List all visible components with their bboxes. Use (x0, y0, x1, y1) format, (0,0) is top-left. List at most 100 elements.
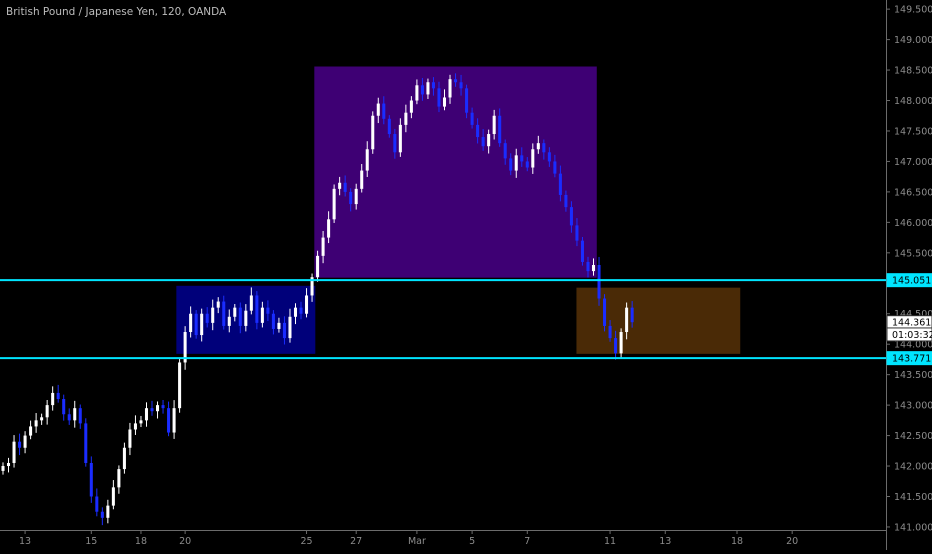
candle-body (531, 149, 535, 168)
candle-body (332, 188, 336, 220)
candle-body (167, 408, 171, 433)
price-tick-label: 149.500 (894, 5, 932, 16)
countdown-tag (886, 327, 932, 342)
candle-body (29, 426, 33, 436)
candle-body (354, 188, 358, 205)
candle-body (299, 307, 303, 314)
candle-body (415, 85, 419, 101)
candle-body (84, 423, 88, 463)
candle-body (448, 79, 452, 98)
candle-body (305, 295, 309, 314)
time-tick-label: 25 (300, 536, 312, 547)
candle-body (459, 82, 463, 89)
candle-body (89, 462, 93, 497)
price-tick-label: 147.000 (894, 157, 932, 168)
candle-body (178, 362, 182, 409)
candle-body (18, 441, 22, 448)
candle-body (200, 313, 204, 336)
candle-body (360, 170, 364, 189)
candle-body (205, 313, 209, 323)
candle-body (51, 392, 55, 406)
candle-body (536, 143, 540, 150)
candle-body (111, 487, 115, 506)
candle-body (56, 392, 60, 400)
candle-body (603, 298, 607, 326)
candle-body (431, 82, 435, 89)
candle-body (343, 182, 347, 192)
candle-body (404, 112, 408, 125)
candle-body (487, 134, 491, 147)
candle-body (564, 194, 568, 208)
price-tick-label: 143.500 (894, 370, 932, 381)
zones-layer (176, 66, 741, 354)
candle-body (293, 307, 298, 317)
time-axis[interactable]: 13 15 18 20 25 27 Mar 5 7 11 13 18 20 (0, 530, 886, 547)
candle-body (34, 420, 38, 427)
price-tick-label: 145.500 (894, 248, 932, 259)
candle-body (211, 307, 215, 323)
candle-body (338, 182, 342, 189)
candle-body (426, 82, 430, 95)
candle-body (509, 158, 513, 171)
candle-body (260, 307, 264, 323)
candle-body (62, 399, 66, 415)
price-tick-label: 148.000 (894, 96, 932, 107)
candle-body (547, 152, 551, 162)
candle-body (619, 332, 623, 354)
candle-body (316, 255, 320, 278)
candle-body (586, 261, 590, 272)
candle-body (40, 417, 44, 421)
candle-body (12, 441, 16, 463)
level-upper-label: 145.051 (892, 276, 931, 287)
time-tick-label: 20 (786, 536, 798, 547)
candle-body (45, 405, 49, 418)
candle-body (133, 423, 137, 430)
candle-body (365, 149, 369, 171)
price-tick-label: 142.000 (894, 462, 932, 473)
time-tick-label: 18 (731, 536, 743, 547)
candle-body (382, 103, 386, 119)
candle-body (233, 307, 237, 317)
price-tick-label: 146.000 (894, 218, 932, 229)
candle-body (139, 420, 143, 424)
candle-body (442, 97, 447, 107)
time-tick-label: Mar (408, 536, 426, 547)
candle-body (542, 143, 546, 153)
candle-body (244, 310, 248, 326)
time-tick-label: 5 (469, 536, 475, 547)
candle-body (156, 405, 160, 412)
candle-body (321, 237, 325, 256)
price-tick-label: 141.500 (894, 492, 932, 503)
candle-body (437, 88, 441, 107)
candle-body (465, 88, 469, 113)
candle-body (288, 316, 292, 339)
candle-body (514, 155, 518, 171)
candle-body (371, 115, 375, 150)
candle-body (558, 173, 562, 195)
candle-body (553, 161, 557, 174)
candle-body (525, 161, 529, 168)
candle-body (78, 408, 82, 424)
candle-body (310, 277, 314, 296)
candle-body (492, 115, 496, 135)
candle-body (128, 429, 132, 448)
candle-body (7, 462, 11, 467)
last-price-label: 144.361 (892, 318, 931, 329)
candle-body (122, 447, 126, 470)
time-tick-label: 18 (135, 536, 147, 547)
candle-body (470, 112, 474, 125)
candle-body (73, 408, 77, 421)
candle-body (144, 408, 149, 421)
candle-body (194, 313, 198, 336)
candle-body (222, 301, 226, 326)
candle-body (117, 469, 121, 488)
candle-body (1, 466, 5, 471)
candle-body (67, 414, 71, 421)
level-lower-tag (886, 351, 932, 366)
time-tick-label: 15 (85, 536, 97, 547)
price-tick-label: 147.500 (894, 126, 932, 137)
price-tick-label: 143.000 (894, 401, 932, 412)
candle-body (282, 322, 286, 339)
